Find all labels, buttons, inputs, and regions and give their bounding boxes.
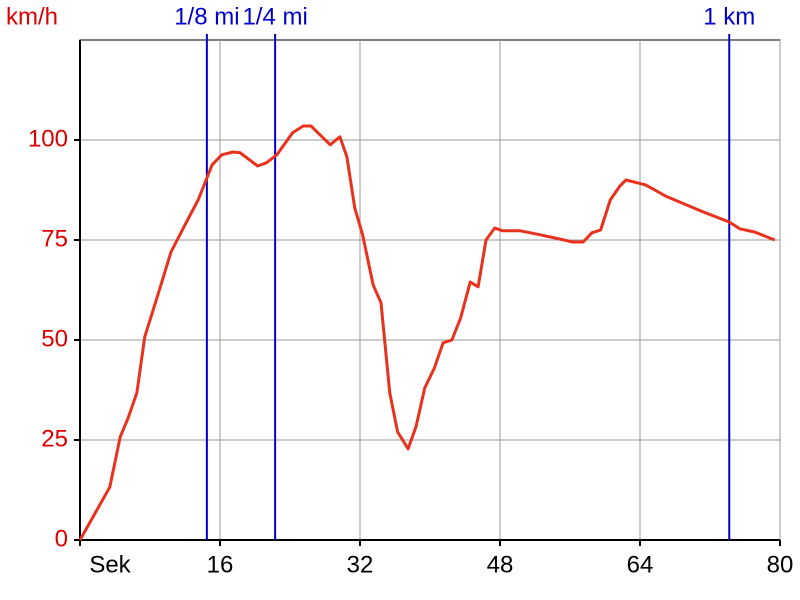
- y-tick-label: 100: [28, 125, 68, 152]
- y-axis-label: km/h: [6, 3, 58, 30]
- y-tick-label: 75: [41, 225, 68, 252]
- x-tick-label: 32: [347, 551, 374, 578]
- y-tick-label: 0: [55, 525, 68, 552]
- distance-marker-label: 1/8 mi: [174, 3, 239, 30]
- speed-line: [78, 124, 776, 541]
- x-tick-label: 48: [487, 551, 514, 578]
- x-tick-label: 80: [767, 551, 794, 578]
- x-tick-label: 16: [207, 551, 234, 578]
- x-tick-label: 64: [627, 551, 654, 578]
- y-tick-label: 50: [41, 325, 68, 352]
- distance-marker-label: 1/4 mi: [242, 3, 307, 30]
- distance-marker-label: 1 km: [703, 3, 755, 30]
- x-axis-label: Sek: [89, 551, 131, 578]
- y-tick-label: 25: [41, 425, 68, 452]
